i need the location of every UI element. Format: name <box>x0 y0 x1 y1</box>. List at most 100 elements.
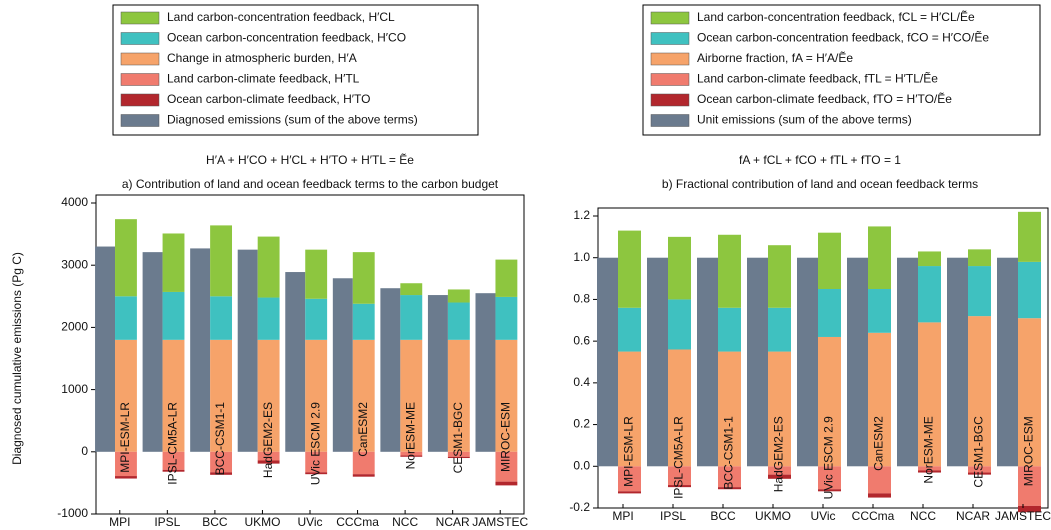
bar-label: UVic ESCM 2.9 <box>308 402 322 485</box>
stack-segment <box>400 339 423 452</box>
stack-segment <box>162 291 185 340</box>
y-tick-label: 1000 <box>61 382 88 396</box>
y-tick-label: -1000 <box>57 506 88 520</box>
stack-segment <box>400 455 423 457</box>
legend-label: Airborne fraction, fA = H′A/Ẽe <box>697 51 853 65</box>
stack-segment <box>968 466 991 473</box>
y-tick-label: 1.0 <box>573 250 590 264</box>
stack-segment <box>115 476 137 479</box>
stack-segment <box>618 307 641 352</box>
chart-title: b) Fractional contribution of land and o… <box>662 177 978 191</box>
x-tick-label: BCC <box>202 515 228 529</box>
y-tick-label: 0.6 <box>573 333 590 347</box>
stack-segment <box>918 251 941 267</box>
stack-segment <box>352 451 375 475</box>
y-tick-label: 3000 <box>61 257 88 271</box>
stack-segment <box>447 302 470 340</box>
emissions-bar <box>237 249 258 452</box>
x-tick-label: BCC <box>710 509 736 523</box>
stack-segment <box>115 339 137 452</box>
stack-segment <box>918 466 941 471</box>
x-tick-label: MPI <box>109 515 130 529</box>
stack-segment <box>868 332 891 467</box>
bar-label: NorESM-ME <box>403 402 417 469</box>
stack-segment <box>447 451 470 457</box>
stack-segment <box>918 266 941 323</box>
stack-segment <box>768 351 791 467</box>
stack-segment <box>718 487 741 490</box>
stack-segment <box>618 466 641 492</box>
stack-segment <box>768 466 791 475</box>
legend-box <box>642 4 1041 136</box>
stack-segment <box>968 472 991 475</box>
emissions-bar <box>597 257 618 467</box>
emissions-bar <box>647 257 668 467</box>
stack-segment <box>447 339 470 452</box>
legend-swatch <box>650 52 690 66</box>
emissions-bar <box>190 248 211 452</box>
x-tick-label: NCAR <box>956 509 990 523</box>
stack-segment <box>257 460 280 464</box>
bar-label: HadGEM2-ES <box>261 402 275 478</box>
emissions-bar <box>380 288 401 452</box>
stack-segment <box>115 296 137 340</box>
stack-segment <box>718 351 741 467</box>
stack-segment <box>257 339 280 452</box>
legend-swatch <box>650 73 690 86</box>
legend-swatch <box>650 93 690 107</box>
x-tick-label: UKMO <box>244 515 280 529</box>
bar-label: IPSL-CM5A-LR <box>672 416 686 499</box>
stack-segment <box>618 351 641 467</box>
y-tick-label: 0.0 <box>573 458 590 472</box>
chart-title: a) Contribution of land and ocean feedba… <box>122 177 499 191</box>
stack-segment <box>400 283 423 296</box>
legend-swatch <box>120 52 160 66</box>
stack-segment <box>768 245 791 308</box>
stack-segment <box>115 451 137 477</box>
stack-segment <box>1018 505 1041 513</box>
stack-segment <box>257 451 280 461</box>
legend-label: Ocean carbon-concentration feedback, fCO… <box>697 31 989 45</box>
legend-box <box>112 4 479 136</box>
emissions-bar <box>427 295 448 452</box>
stack-segment <box>768 474 791 479</box>
bar-label: BCC-CSM1-1 <box>213 402 227 476</box>
stack-segment <box>352 303 375 340</box>
stack-segment <box>305 339 328 452</box>
emissions-bar <box>847 257 868 467</box>
stack-segment <box>305 451 328 473</box>
stack-segment <box>1018 318 1041 467</box>
stack-segment <box>495 339 518 452</box>
stack-segment <box>868 493 891 498</box>
y-tick-label: 2000 <box>61 320 88 334</box>
equation: H′A + H′CO + H′CL + H′TO + H′TL = Ẽe <box>206 153 414 167</box>
stack-segment <box>495 296 518 340</box>
legend-label: Unit emissions (sum of the above terms) <box>697 113 912 127</box>
y-axis-label: Diagnosed cumulative emissions (Pg C) <box>10 252 24 465</box>
stack-segment <box>162 469 185 472</box>
y-tick-label: 0.4 <box>573 375 590 389</box>
stack-segment <box>162 339 185 452</box>
stack-segment <box>668 236 691 300</box>
legend-swatch <box>120 114 160 127</box>
bar-label: CESM1-BGC <box>451 402 465 474</box>
legend-label: Land carbon-climate feedback, fTL = H′TL… <box>697 72 938 86</box>
stack-segment <box>1018 261 1041 319</box>
legend-swatch <box>120 73 160 86</box>
bar-label: CanESM2 <box>872 416 886 471</box>
y-tick-label: 0.8 <box>573 292 590 306</box>
emissions-bar <box>142 252 163 452</box>
legend-swatch <box>650 32 690 45</box>
bar-label: MPI-ESM-LR <box>622 416 636 487</box>
emissions-bar <box>332 278 353 452</box>
stack-segment <box>968 316 991 467</box>
stack-segment <box>305 472 328 475</box>
bar-label: MPI-ESM-LR <box>118 402 132 473</box>
legend-label: Ocean carbon-climate feedback, fTO = H′T… <box>697 92 952 106</box>
stack-segment <box>400 451 423 456</box>
stack-segment <box>352 252 375 304</box>
legend-label: Land carbon-climate feedback, H′TL <box>167 72 360 86</box>
legend-swatch <box>120 93 160 107</box>
x-tick-label: UVic <box>810 509 835 523</box>
